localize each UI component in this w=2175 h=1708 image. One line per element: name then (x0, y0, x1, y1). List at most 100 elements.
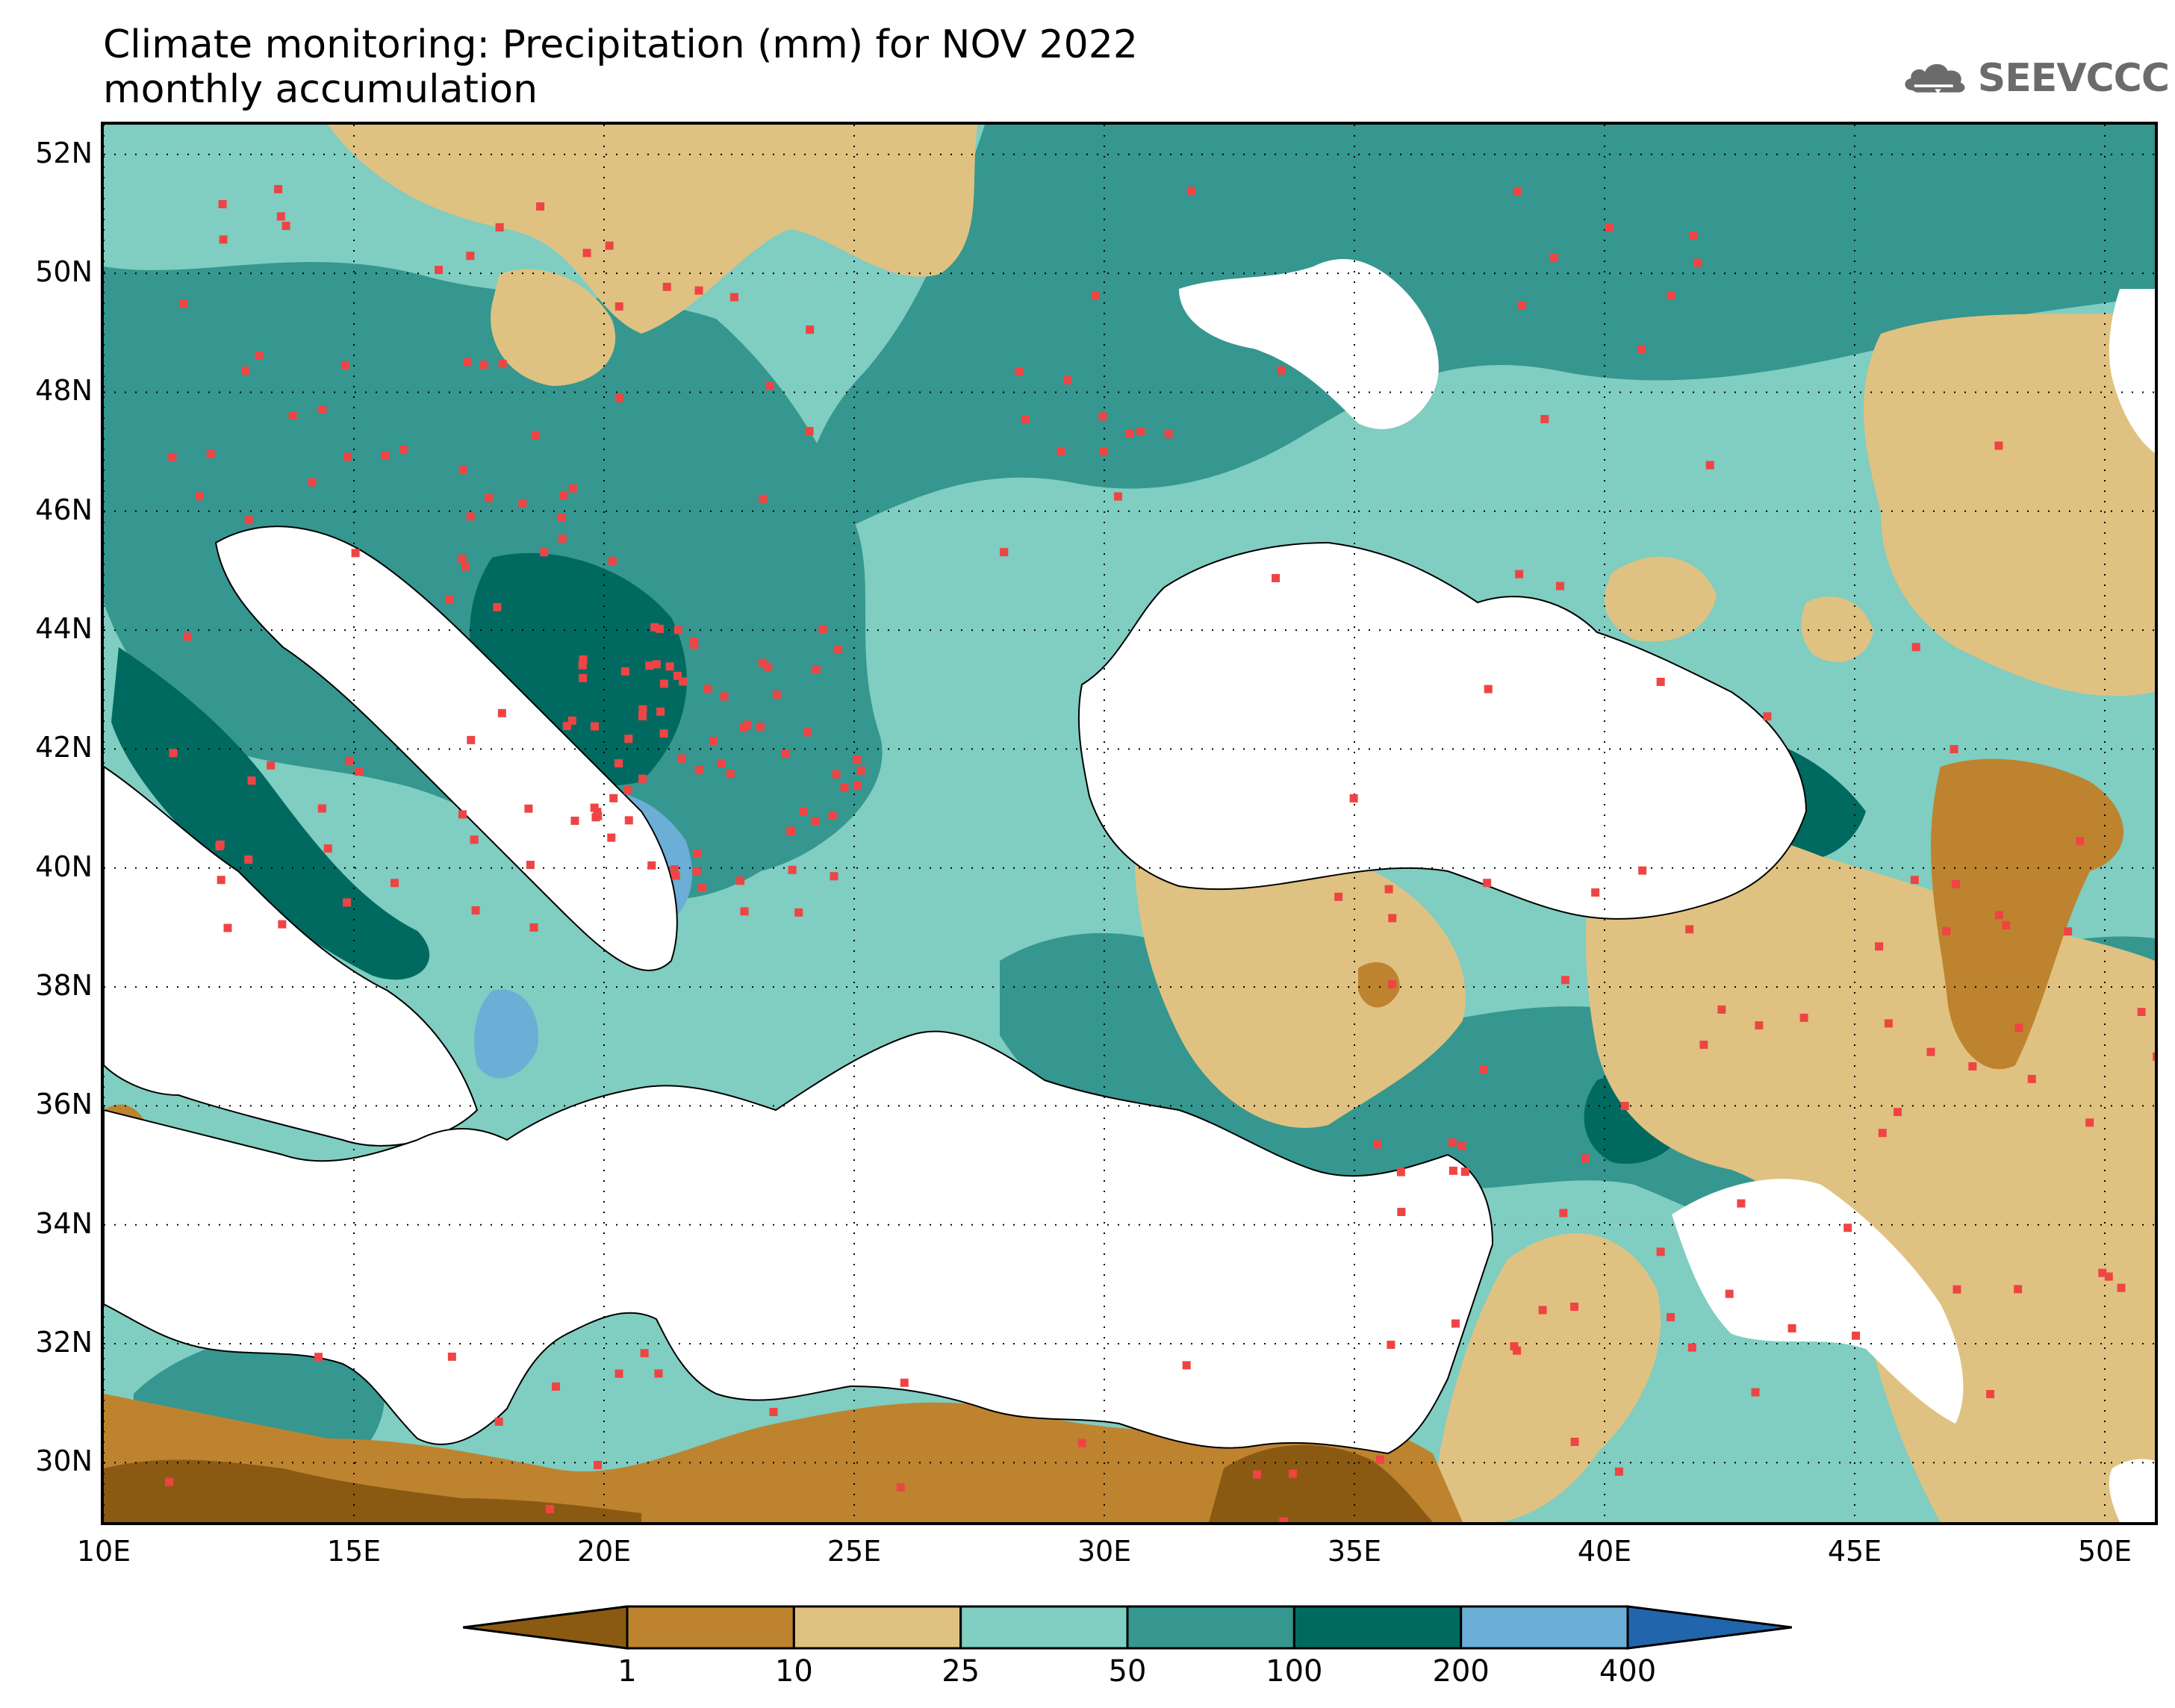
station-marker (558, 534, 567, 543)
station-marker (1540, 414, 1549, 423)
map-gridlines (104, 125, 2155, 1522)
station-marker (607, 833, 616, 842)
colorbar-segment (626, 1605, 795, 1650)
station-marker (281, 222, 290, 231)
mediterranean-sea (104, 1030, 1494, 1455)
station-marker (647, 861, 656, 870)
station-marker (351, 549, 360, 558)
station-marker (223, 923, 232, 932)
station-marker (1272, 573, 1281, 582)
station-marker (834, 645, 843, 654)
precip-field-10-25 (1433, 1233, 1661, 1522)
station-marker (445, 595, 454, 604)
station-marker (1755, 1021, 1764, 1030)
station-marker (1091, 291, 1100, 300)
station-marker (308, 478, 317, 487)
station-marker (856, 766, 865, 775)
seevccc-logo: SEEVCCC (1900, 45, 2170, 112)
station-marker (654, 1369, 663, 1378)
station-marker (694, 286, 703, 295)
x-tick-label: 50E (2077, 1535, 2132, 1568)
station-marker (255, 351, 264, 360)
station-marker (591, 722, 600, 731)
station-marker (219, 235, 228, 244)
station-marker (812, 665, 821, 674)
station-marker (828, 811, 837, 820)
station-marker (1510, 1341, 1519, 1350)
station-marker (1113, 492, 1122, 501)
station-marker (1555, 582, 1564, 590)
tyrrhenian-sea (104, 765, 479, 1147)
station-marker (318, 405, 327, 414)
station-marker (673, 671, 682, 680)
station-marker (1015, 367, 1024, 376)
station-marker (494, 1417, 503, 1426)
station-marker (673, 626, 682, 635)
station-marker (614, 302, 623, 311)
station-marker (2076, 837, 2085, 846)
x-tick-label: 15E (326, 1535, 382, 1568)
station-marker (1705, 461, 1714, 470)
station-marker (288, 411, 297, 420)
station-marker (703, 685, 712, 694)
y-tick-label: 52N (35, 136, 93, 169)
station-marker (638, 711, 647, 720)
station-marker (1667, 1312, 1675, 1321)
colorbar-extend-low (463, 1605, 629, 1650)
station-marker (463, 358, 472, 367)
y-tick-label: 34N (35, 1206, 93, 1240)
y-tick-label: 40N (35, 850, 93, 883)
y-tick-label: 32N (35, 1326, 93, 1359)
station-marker (1483, 879, 1492, 888)
station-marker (1591, 888, 1600, 897)
station-marker (690, 640, 699, 649)
station-marker (206, 449, 215, 458)
colorbar-threshold-label: 200 (1432, 1654, 1490, 1689)
station-marker (624, 735, 633, 744)
x-tick-label: 10E (76, 1535, 131, 1568)
title-line-2: monthly accumulation (103, 67, 538, 112)
station-marker (806, 325, 815, 334)
station-marker (694, 766, 703, 775)
station-marker (314, 1353, 323, 1362)
station-marker (1182, 1361, 1191, 1370)
station-marker (1952, 1285, 1961, 1294)
station-marker (1449, 1166, 1457, 1175)
station-marker (1100, 447, 1109, 456)
station-marker (1843, 1224, 1852, 1232)
station-marker (1875, 942, 1884, 951)
colorbar-segment (1126, 1605, 1295, 1650)
station-marker (594, 1461, 603, 1470)
station-marker (772, 690, 781, 699)
station-marker (267, 761, 276, 770)
station-marker (1387, 980, 1396, 989)
colorbar (463, 1605, 1792, 1650)
station-marker (2014, 1285, 2023, 1294)
station-marker (179, 299, 188, 308)
colorbar-threshold-label: 50 (1108, 1654, 1147, 1689)
station-marker (218, 200, 227, 209)
precip-field-1-10 (1358, 961, 1400, 1008)
precip-field-10-25 (1605, 556, 1717, 642)
cloud-icon (1905, 63, 1965, 94)
station-marker (662, 282, 671, 291)
station-marker (1926, 1047, 1935, 1056)
station-marker (1994, 441, 2003, 450)
station-marker (578, 661, 587, 670)
station-marker (769, 1408, 778, 1417)
colorbar-threshold-label: 400 (1599, 1654, 1657, 1689)
station-marker (852, 755, 861, 764)
station-marker (1667, 291, 1675, 300)
station-marker (399, 446, 408, 455)
colorbar-extend-high (1626, 1605, 1792, 1650)
station-marker (638, 705, 647, 714)
station-marker (1349, 794, 1358, 802)
station-marker (1376, 1455, 1385, 1464)
y-tick-label: 36N (35, 1088, 93, 1121)
station-marker (832, 770, 841, 779)
station-marker (495, 223, 504, 232)
station-marker (1689, 231, 1698, 240)
station-marker (1098, 412, 1107, 421)
station-marker (582, 249, 591, 258)
station-marker (540, 548, 549, 557)
